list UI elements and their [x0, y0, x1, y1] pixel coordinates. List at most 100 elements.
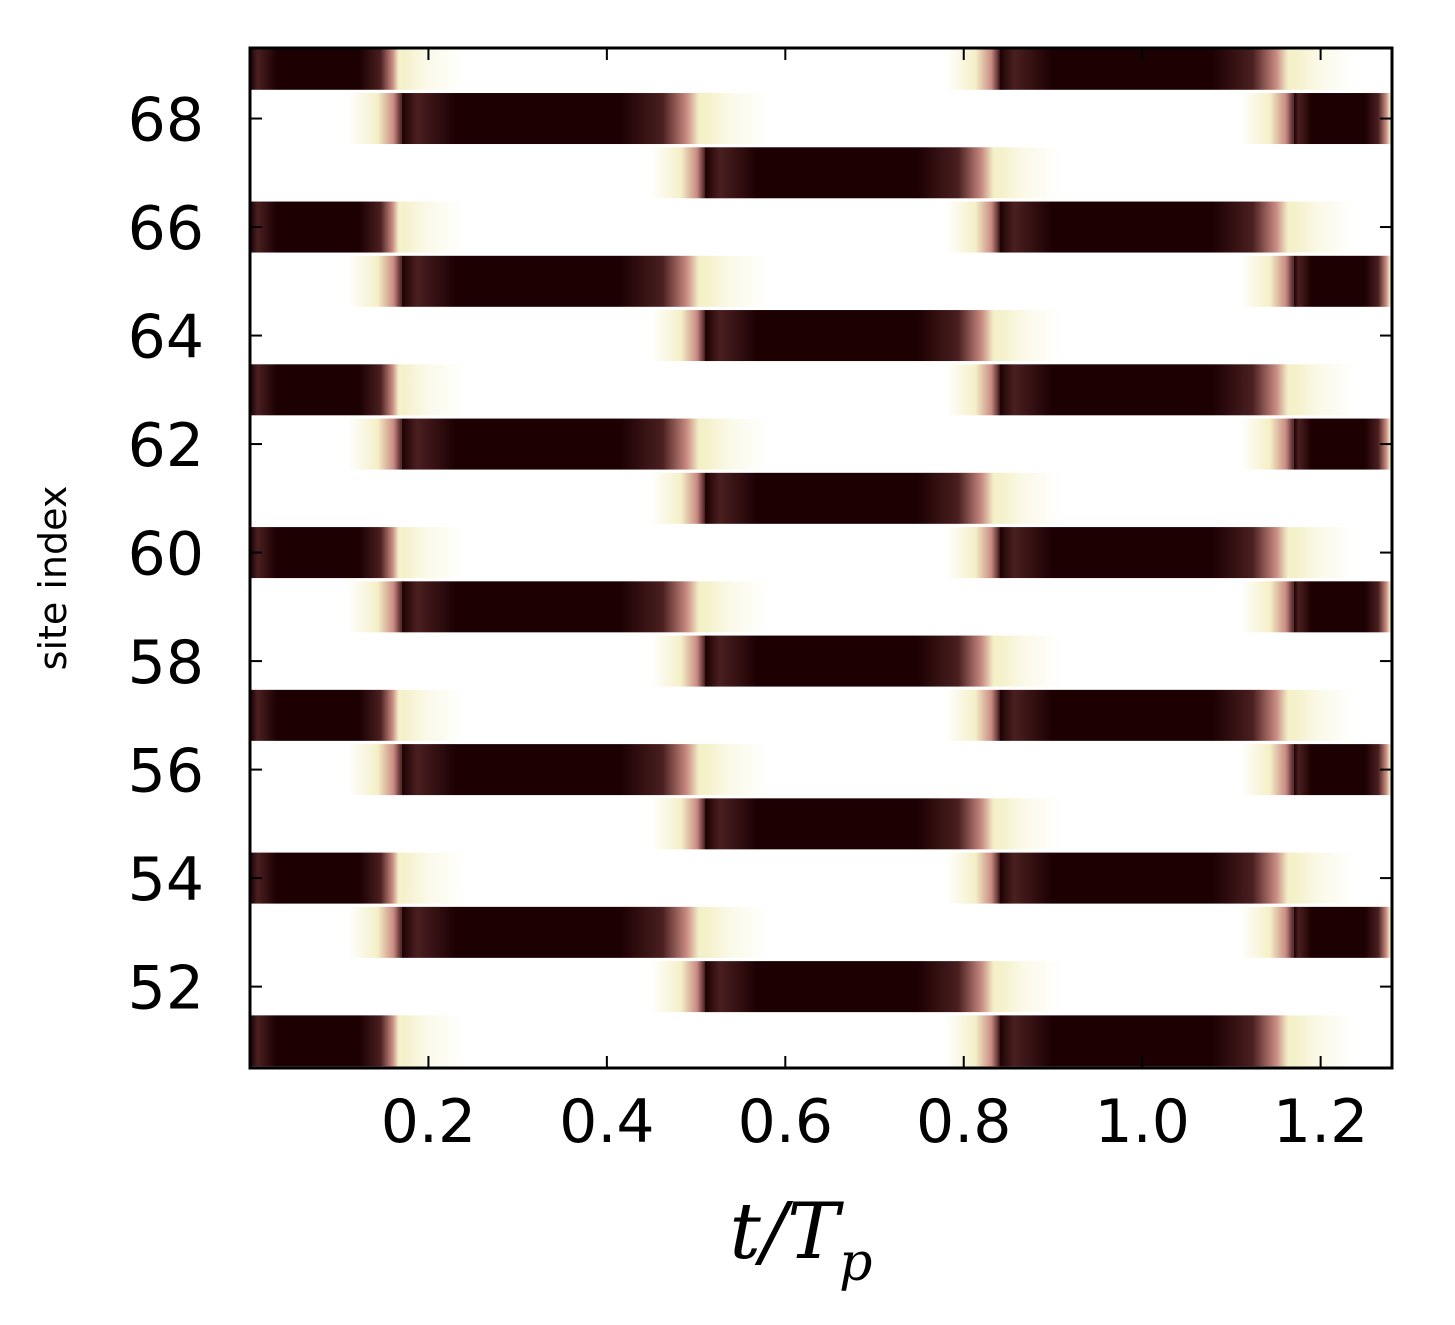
- site-68-occupied: [1293, 93, 1392, 145]
- y-tick-label: 66: [128, 194, 204, 264]
- x-tick-label: 0.6: [738, 1087, 833, 1157]
- site-64-occupied: [705, 310, 1000, 362]
- y-tick-label: 52: [128, 954, 204, 1024]
- site-63-tail: [1293, 364, 1357, 416]
- site-67-occupied: [705, 147, 1000, 199]
- site-63-tail: [401, 364, 465, 416]
- y-tick-label: 54: [128, 845, 204, 915]
- site-61-occupied: [705, 472, 1000, 524]
- site-66-lead: [945, 201, 1000, 253]
- site-55-lead: [651, 798, 706, 850]
- x-axis-label-subscript: p: [839, 1233, 872, 1293]
- site-66-occupied: [999, 201, 1294, 253]
- site-62-tail: [705, 418, 768, 470]
- x-tick-labels: 0.2 0.4 0.6 0.8 1.0 1.2: [381, 1087, 1369, 1157]
- site-56-lead: [1240, 744, 1294, 796]
- site-65-occupied: [1293, 255, 1392, 307]
- x-axis-label: t/Tp: [730, 1187, 873, 1293]
- site-56-occupied: [1293, 744, 1392, 796]
- site-66-tail: [1293, 201, 1357, 253]
- site-69-lead: [945, 48, 1000, 90]
- site-60-tail: [401, 527, 465, 579]
- site-63-occupied: [999, 364, 1294, 416]
- site-69-occupied: [250, 48, 402, 90]
- site-bands: [250, 48, 1392, 1067]
- site-57-occupied: [999, 689, 1294, 741]
- site-62-occupied: [1293, 418, 1392, 470]
- site-60-occupied: [999, 527, 1294, 579]
- y-tick-label: 62: [128, 411, 204, 481]
- site-59-lead: [348, 581, 402, 633]
- site-66-tail: [401, 201, 465, 253]
- y-tick-labels: 52 54 56 58 60 62 64 66 68: [128, 86, 204, 1024]
- axis-ticks: [250, 48, 1392, 1068]
- y-tick-label: 64: [128, 303, 204, 373]
- site-68-lead: [1240, 93, 1294, 145]
- site-63-occupied: [250, 364, 402, 416]
- site-58-lead: [651, 635, 706, 687]
- y-tick-label: 60: [128, 520, 204, 590]
- site-65-lead: [1240, 255, 1294, 307]
- site-57-occupied: [250, 689, 402, 741]
- site-60-tail: [1293, 527, 1357, 579]
- site-69-tail: [401, 48, 465, 90]
- site-67-tail: [999, 147, 1062, 199]
- y-axis-label: site index: [31, 486, 75, 671]
- site-51-occupied: [250, 1015, 402, 1067]
- x-tick-label: 1.2: [1273, 1087, 1368, 1157]
- site-62-occupied: [401, 418, 706, 470]
- plot-frame: [248, 46, 1394, 1070]
- site-52-occupied: [705, 961, 1000, 1013]
- site-57-tail: [1293, 689, 1357, 741]
- site-61-lead: [651, 472, 706, 524]
- site-64-lead: [651, 310, 706, 362]
- site-68-lead: [348, 93, 402, 145]
- site-54-tail: [401, 852, 465, 904]
- x-tick-label: 0.4: [559, 1087, 654, 1157]
- site-51-lead: [945, 1015, 1000, 1067]
- site-61-tail: [999, 472, 1062, 524]
- site-53-occupied: [1293, 906, 1392, 958]
- site-51-tail: [1293, 1015, 1357, 1067]
- site-65-tail: [705, 255, 768, 307]
- site-69-tail: [1293, 48, 1357, 90]
- site-59-lead: [1240, 581, 1294, 633]
- site-56-tail: [705, 744, 768, 796]
- site-60-occupied: [250, 527, 402, 579]
- site-53-occupied: [401, 906, 706, 958]
- site-65-occupied: [401, 255, 706, 307]
- x-tick-label: 1.0: [1094, 1087, 1189, 1157]
- site-51-tail: [401, 1015, 465, 1067]
- y-tick-label: 56: [128, 737, 204, 807]
- site-68-tail: [705, 93, 768, 145]
- site-65-lead: [348, 255, 402, 307]
- x-tick-label: 0.8: [916, 1087, 1011, 1157]
- site-54-occupied: [999, 852, 1294, 904]
- site-51-occupied: [999, 1015, 1294, 1067]
- site-55-tail: [999, 798, 1062, 850]
- site-69-occupied: [999, 48, 1294, 90]
- site-59-occupied: [1293, 581, 1392, 633]
- site-53-tail: [705, 906, 768, 958]
- site-62-lead: [348, 418, 402, 470]
- site-53-lead: [1240, 906, 1294, 958]
- site-59-tail: [705, 581, 768, 633]
- site-52-lead: [651, 961, 706, 1013]
- site-54-lead: [945, 852, 1000, 904]
- x-tick-label: 0.2: [381, 1087, 476, 1157]
- y-tick-label: 58: [128, 628, 204, 698]
- site-63-lead: [945, 364, 1000, 416]
- site-58-occupied: [705, 635, 1000, 687]
- site-57-lead: [945, 689, 1000, 741]
- site-53-lead: [348, 906, 402, 958]
- site-64-tail: [999, 310, 1062, 362]
- site-55-occupied: [705, 798, 1000, 850]
- site-54-tail: [1293, 852, 1357, 904]
- site-58-tail: [999, 635, 1062, 687]
- site-52-tail: [999, 961, 1062, 1013]
- site-68-occupied: [401, 93, 706, 145]
- site-57-tail: [401, 689, 465, 741]
- site-60-lead: [945, 527, 1000, 579]
